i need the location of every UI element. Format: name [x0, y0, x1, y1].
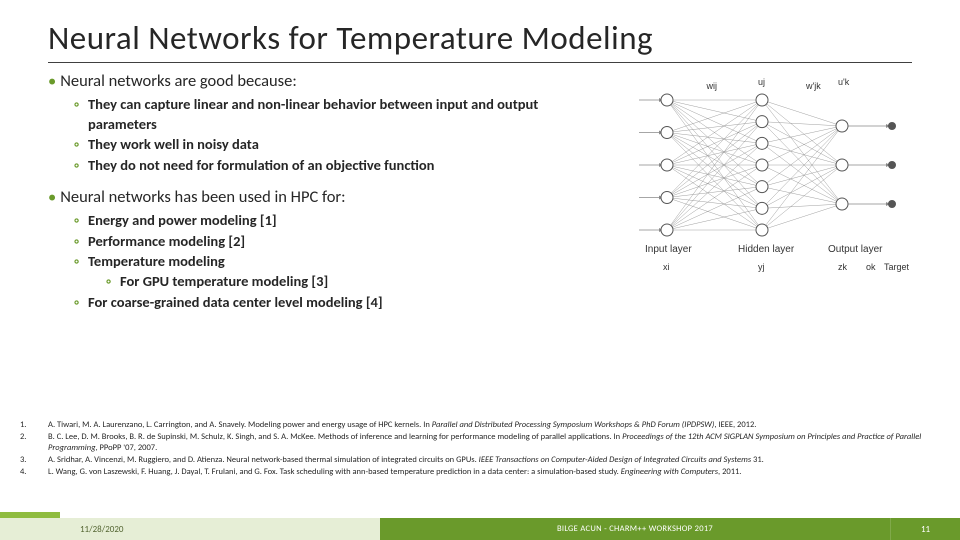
footer: 11/28/2020 BILGE ACUN - CHARM++ WORKSHOP… — [0, 518, 960, 540]
svg-text:yj: yj — [758, 262, 765, 272]
sublist-2: Energy and power modeling [1] Performanc… — [48, 211, 600, 312]
ref-text-1: A. Tiwari, M. A. Laurenzano, L. Carringt… — [48, 420, 940, 431]
ref-text-4: L. Wang, G. von Laszewski, F. Huang, J. … — [48, 467, 940, 478]
svg-text:Input layer: Input layer — [645, 244, 692, 255]
nn-diagram-icon: wij uj w'jk u'k Input layer Hidden layer Outpu… — [612, 75, 912, 285]
sub2-c: Temperature modeling For GPU temperature… — [74, 252, 600, 291]
ref-num-3: 3. — [20, 455, 48, 466]
sub2-a: Energy and power modeling [1] — [74, 211, 600, 231]
intro-1: Neural networks are good because: — [48, 71, 600, 91]
title-underline — [48, 62, 912, 63]
ref-text-2: B. C. Lee, D. M. Brooks, B. R. de Supins… — [48, 432, 940, 454]
svg-text:w'jk: w'jk — [805, 81, 821, 91]
nn-diagram-container: wij uj w'jk u'k Input layer Hidden layer Outpu… — [612, 71, 912, 324]
footer-center: BILGE ACUN - CHARM++ WORKSHOP 2017 — [380, 518, 890, 540]
svg-text:ok: ok — [866, 262, 876, 272]
references: 1.A. Tiwari, M. A. Laurenzano, L. Carrin… — [20, 420, 940, 479]
slide-title: Neural Networks for Temperature Modeling — [48, 18, 912, 58]
ref-num-2: 2. — [20, 432, 48, 454]
sub2-b: Performance modeling [2] — [74, 232, 600, 252]
sub2-d: For coarse-grained data center level mod… — [74, 293, 600, 313]
svg-text:xi: xi — [663, 262, 670, 272]
intro-2: Neural networks has been used in HPC for… — [48, 187, 600, 207]
sub1-a: They can capture linear and non-linear b… — [74, 95, 600, 134]
footer-date: 11/28/2020 — [0, 518, 380, 540]
ref-num-1: 1. — [20, 420, 48, 431]
ref-num-4: 4. — [20, 467, 48, 478]
sub2-c1: For GPU temperature modeling [3] — [106, 272, 600, 292]
text-column: Neural networks are good because: They c… — [48, 71, 600, 324]
ref-text-3: A. Sridhar, A. Vincenzi, M. Ruggiero, an… — [48, 455, 940, 466]
footer-page: 11 — [890, 518, 960, 540]
svg-text:u'k: u'k — [838, 77, 850, 87]
svg-text:Hidden layer: Hidden layer — [738, 244, 795, 255]
svg-text:Output layer: Output layer — [828, 244, 883, 255]
sublist-1: They can capture linear and non-linear b… — [48, 95, 600, 175]
svg-text:wij: wij — [706, 81, 718, 91]
svg-text:uj: uj — [758, 77, 765, 87]
sub1-b: They work well in noisy data — [74, 135, 600, 155]
sub1-c: They do not need for formulation of an o… — [74, 156, 600, 176]
svg-text:Target: Target — [884, 262, 910, 272]
svg-text:zk: zk — [838, 262, 848, 272]
